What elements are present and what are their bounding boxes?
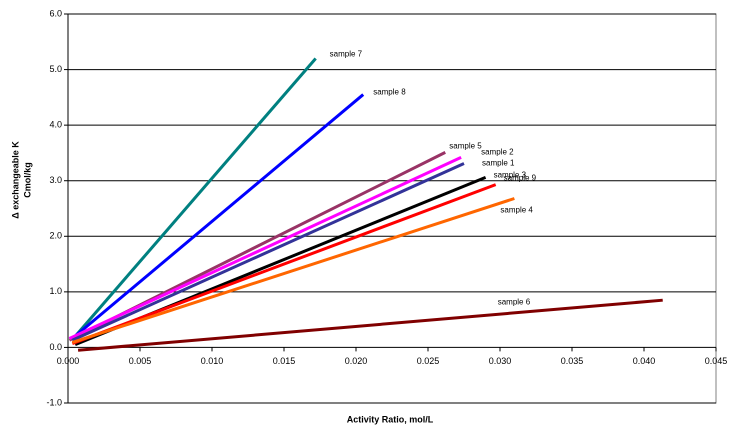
x-tick-label: 0.030 (489, 356, 512, 366)
y-tick-label: -1.0 (46, 397, 62, 407)
series-line (68, 156, 462, 340)
plot-frame (67, 13, 717, 404)
x-tick-label: 0.000 (57, 356, 80, 366)
series-label: sample 7 (330, 50, 363, 59)
y-axis-label: Δ exchangeable K (10, 141, 20, 219)
series-line (71, 183, 497, 345)
series-label: sample 2 (481, 147, 514, 156)
y-tick-label: 2.0 (49, 231, 62, 241)
y-tick-label: 5.0 (49, 64, 62, 74)
x-axis-label: Activity Ratio, mol/L (347, 414, 434, 424)
y-tick-label: 3.0 (49, 175, 62, 185)
series-label: sample 1 (482, 159, 515, 168)
series-line (77, 298, 663, 352)
series-line (71, 162, 465, 342)
series-label: sample 6 (498, 297, 531, 306)
y-tick-label: 4.0 (49, 120, 62, 130)
series-label: sample 8 (373, 88, 406, 97)
y-tick-label: 0.0 (49, 342, 62, 352)
y-axis-label: Cmol/kg (22, 162, 32, 198)
x-tick-label: 0.020 (345, 356, 368, 366)
series-label: sample 9 (504, 174, 537, 183)
y-tick-label: 1.0 (49, 286, 62, 296)
series-line (71, 57, 317, 341)
x-tick-label: 0.045 (705, 356, 728, 366)
x-tick-label: 0.040 (633, 356, 656, 366)
x-tick-label: 0.005 (129, 356, 152, 366)
series-line (71, 197, 515, 344)
x-tick-label: 0.025 (417, 356, 440, 366)
series-label: sample 5 (449, 141, 482, 150)
series-line (71, 93, 365, 340)
series-label: sample 3 (494, 170, 527, 179)
x-tick-label: 0.035 (561, 356, 584, 366)
series-label: sample 4 (500, 206, 533, 215)
x-tick-label: 0.010 (201, 356, 224, 366)
y-tick-label: 6.0 (49, 8, 62, 18)
x-tick-label: 0.015 (273, 356, 296, 366)
